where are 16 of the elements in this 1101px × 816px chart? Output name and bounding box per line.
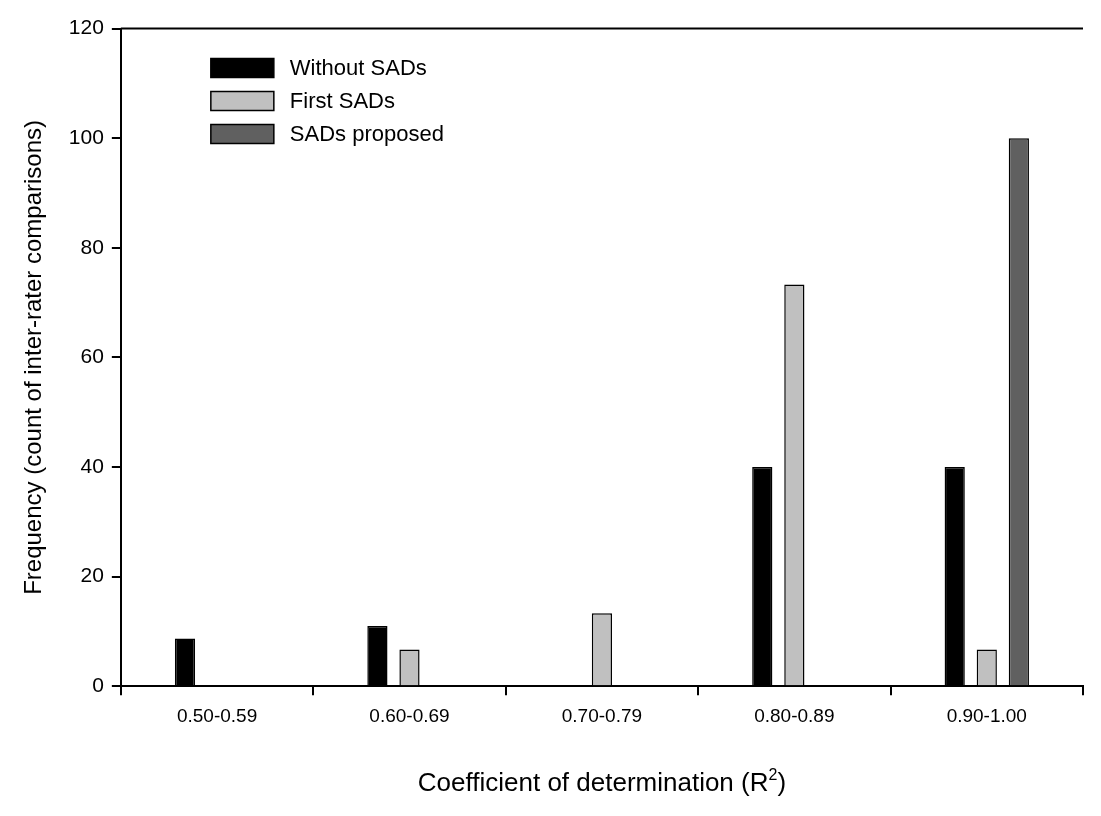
y-axis-title: Frequency (count of inter-rater comparisons) [19, 119, 47, 595]
y-tick-label: 100 [68, 125, 104, 148]
y-tick-label: 40 [80, 453, 104, 477]
y-tick-label: 0 [92, 673, 104, 696]
x-tick-label: 0.80-0.89 [754, 704, 835, 726]
y-tick-label: 120 [68, 15, 104, 39]
x-tick-label: 0.90-1.00 [946, 704, 1027, 726]
y-tick-label: 20 [80, 563, 104, 587]
y-tick-label: 60 [80, 344, 104, 368]
legend-label: Without SADs [289, 54, 427, 80]
legend-label: SADs proposed [289, 120, 444, 146]
x-tick-label: 0.60-0.69 [369, 704, 450, 726]
legend-label: First SADs [289, 87, 395, 113]
x-tick-label: 0.70-0.79 [561, 704, 643, 726]
x-tick-label: 0.50-0.59 [176, 704, 258, 726]
y-tick-label: 80 [80, 234, 104, 258]
